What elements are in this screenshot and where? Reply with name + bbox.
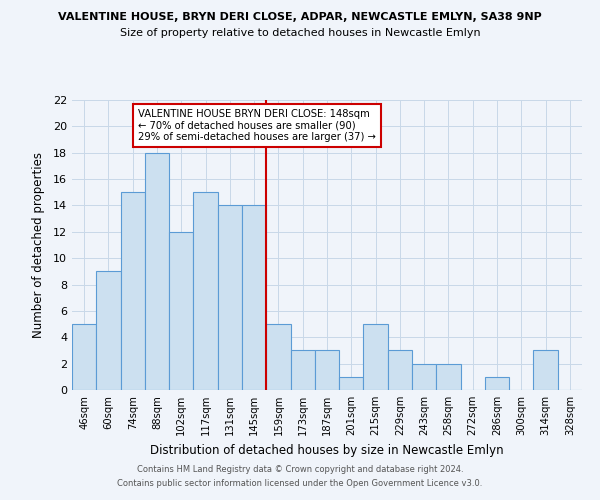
Bar (193, 192, 218, 390)
Bar (533, 350, 558, 390)
Bar (169, 232, 193, 390)
Bar (266, 324, 290, 390)
Bar (388, 350, 412, 390)
Text: VALENTINE HOUSE, BRYN DERI CLOSE, ADPAR, NEWCASTLE EMLYN, SA38 9NP: VALENTINE HOUSE, BRYN DERI CLOSE, ADPAR,… (58, 12, 542, 22)
Bar (339, 377, 364, 390)
Bar (315, 350, 339, 390)
Bar (121, 192, 145, 390)
Bar (485, 377, 509, 390)
Text: VALENTINE HOUSE BRYN DERI CLOSE: 148sqm
← 70% of detached houses are smaller (90: VALENTINE HOUSE BRYN DERI CLOSE: 148sqm … (139, 108, 376, 142)
Bar (242, 206, 266, 390)
Bar (436, 364, 461, 390)
Bar (412, 364, 436, 390)
Text: Contains HM Land Registry data © Crown copyright and database right 2024.
Contai: Contains HM Land Registry data © Crown c… (118, 466, 482, 487)
Bar (96, 272, 121, 390)
Text: Size of property relative to detached houses in Newcastle Emlyn: Size of property relative to detached ho… (119, 28, 481, 38)
Bar (145, 152, 169, 390)
Bar (72, 324, 96, 390)
Bar (290, 350, 315, 390)
X-axis label: Distribution of detached houses by size in Newcastle Emlyn: Distribution of detached houses by size … (150, 444, 504, 456)
Bar (364, 324, 388, 390)
Y-axis label: Number of detached properties: Number of detached properties (32, 152, 44, 338)
Bar (218, 206, 242, 390)
